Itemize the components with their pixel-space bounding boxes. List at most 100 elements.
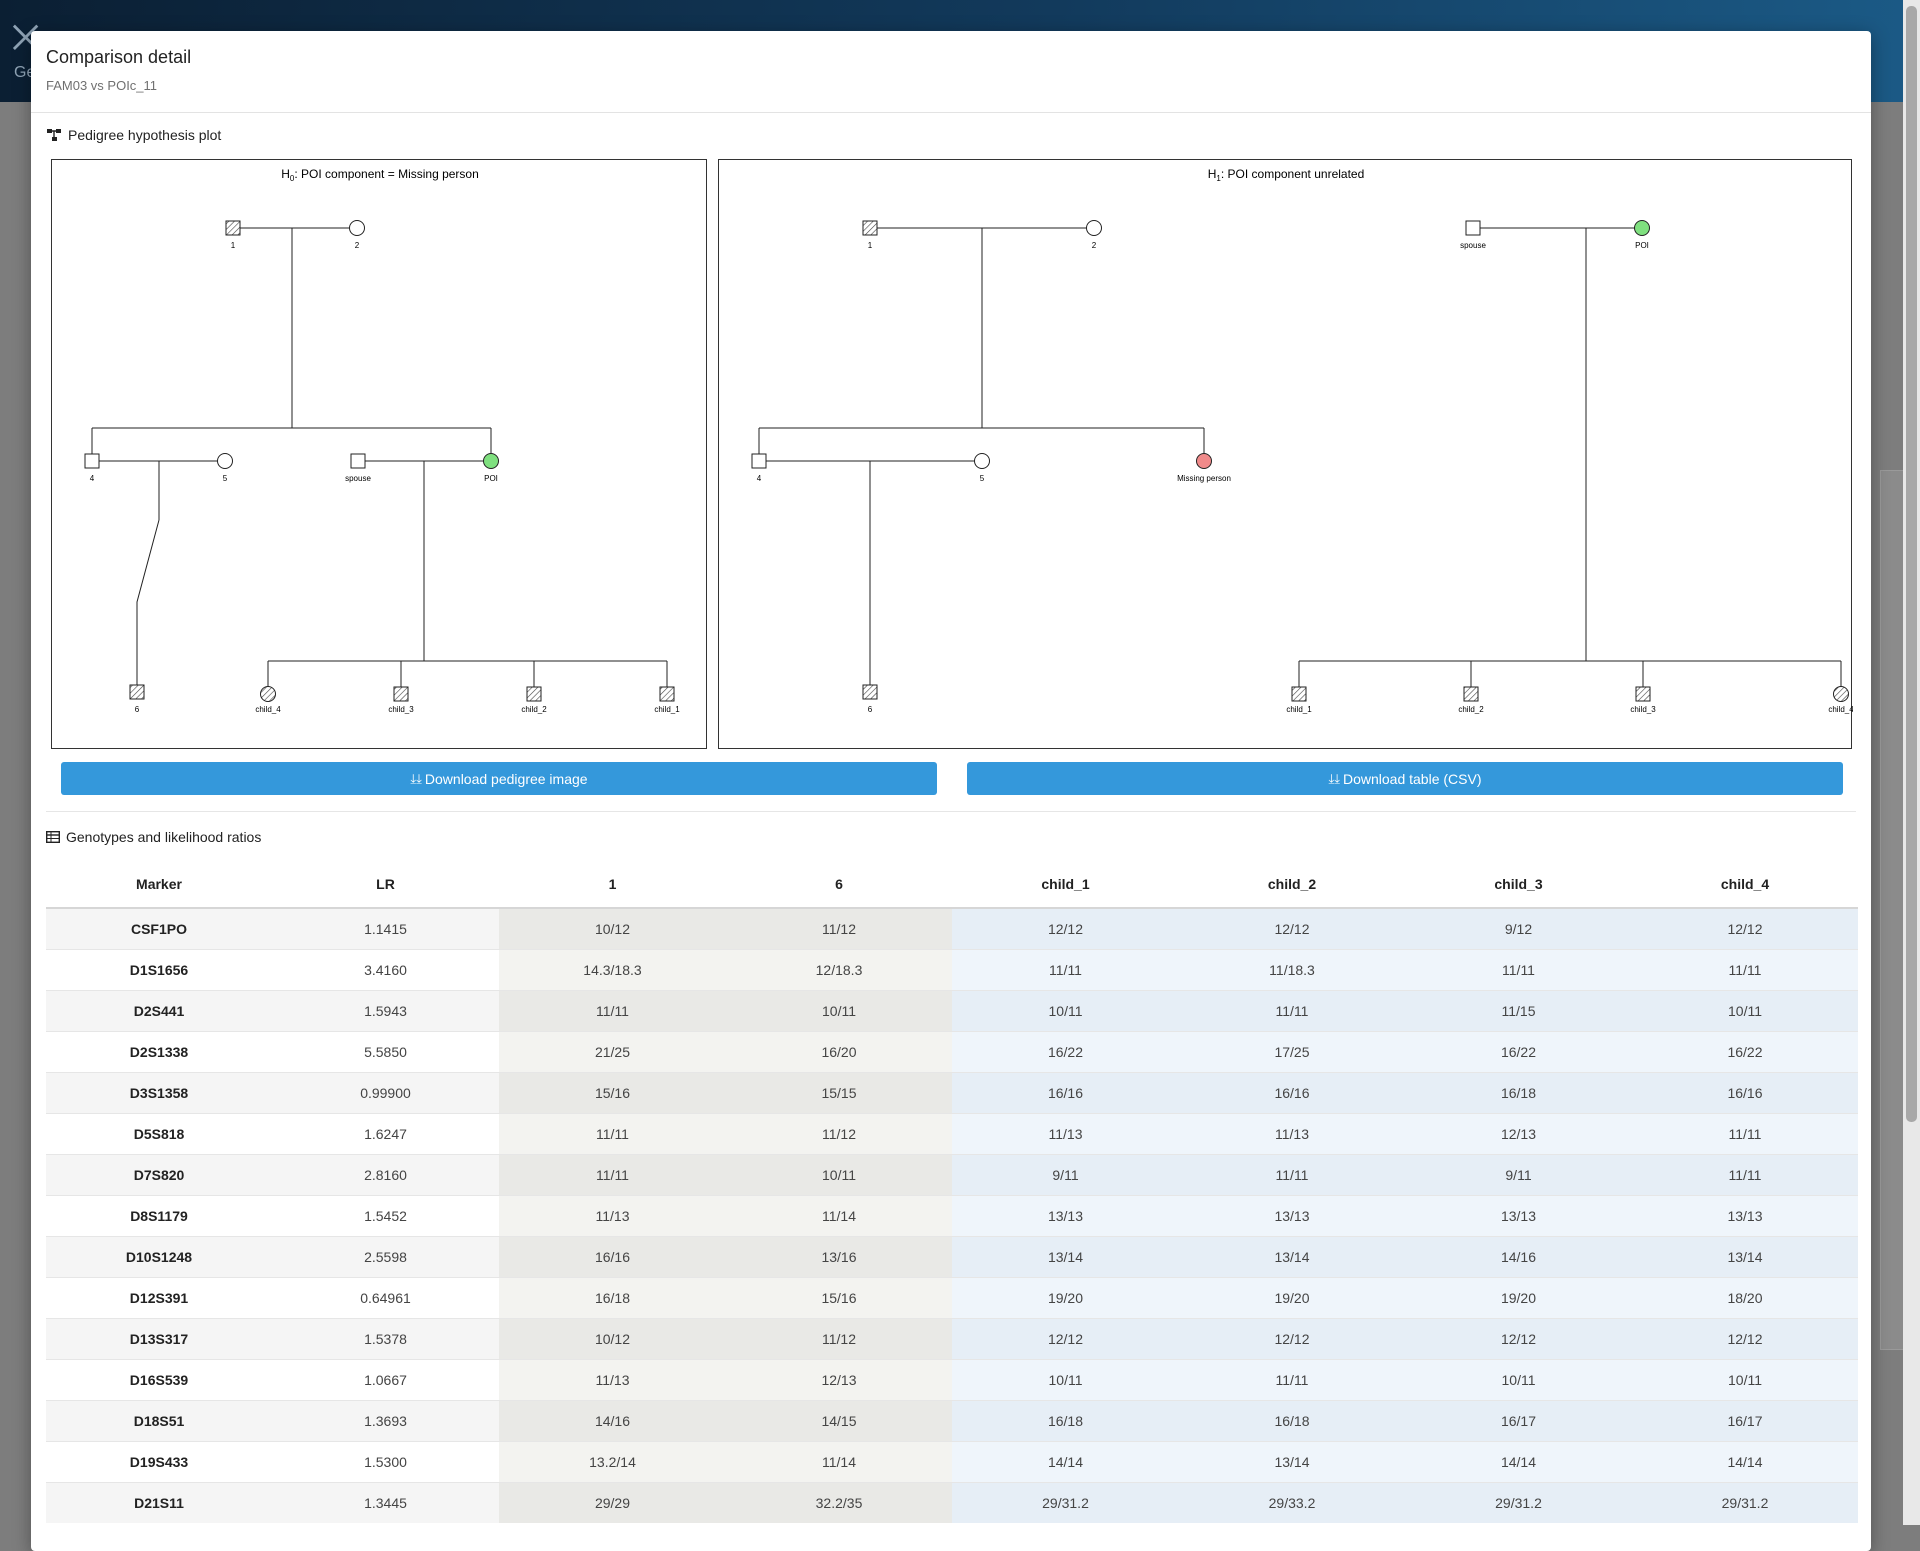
genotype-cell: 19/20 bbox=[1405, 1276, 1632, 1318]
h0-individual-child-3 bbox=[393, 686, 409, 702]
h0-label-spouse: spouse bbox=[345, 474, 371, 483]
genotype-cell: 9/11 bbox=[1405, 1153, 1632, 1195]
table-header-row: Marker LR 1 6 child_1 child_2 child_3 ch… bbox=[46, 861, 1858, 909]
genotype-cell: 19/20 bbox=[1179, 1276, 1405, 1318]
modal-header: Comparison detail FAM03 vs POIc_11 bbox=[31, 31, 1871, 113]
page-scrollbar-thumb[interactable] bbox=[1906, 6, 1917, 1122]
app-logo-text: Ge bbox=[14, 64, 36, 81]
genotype-cell: 16/16 bbox=[952, 1071, 1179, 1113]
marker-cell: D18S51 bbox=[46, 1399, 272, 1441]
h1-individual-child-3 bbox=[1635, 686, 1651, 702]
marker-cell: D7S820 bbox=[46, 1153, 272, 1195]
genotype-cell: 13/14 bbox=[1179, 1440, 1405, 1482]
table-row: D12S391 0.64961 16/18 15/16 19/20 19/20 19/20 1… bbox=[46, 1276, 1858, 1318]
marker-cell: D1S1656 bbox=[46, 948, 272, 990]
genotype-cell: 11/13 bbox=[1179, 1112, 1405, 1154]
h0-label-child-3: child_3 bbox=[388, 705, 414, 714]
marker-cell: D19S433 bbox=[46, 1440, 272, 1482]
column-header[interactable]: Marker bbox=[46, 861, 272, 909]
genotype-cell: 12/12 bbox=[952, 907, 1179, 949]
genotype-cell: 10/11 bbox=[726, 1153, 952, 1195]
genotype-table-body: CSF1PO 1.1415 10/12 11/12 12/12 12/12 9/12 12/1… bbox=[46, 907, 1858, 1523]
genotype-cell: 29/31.2 bbox=[1405, 1481, 1632, 1523]
genotype-cell: 16/16 bbox=[1632, 1071, 1858, 1113]
genotype-cell: 10/11 bbox=[952, 989, 1179, 1031]
table-row: D2S1338 5.5850 21/25 16/20 16/22 17/25 16/22 16… bbox=[46, 1030, 1858, 1072]
genotype-cell: 11/11 bbox=[1632, 1153, 1858, 1195]
genotype-cell: 15/16 bbox=[499, 1071, 726, 1113]
genotype-cell: 16/17 bbox=[1405, 1399, 1632, 1441]
column-header[interactable]: child_1 bbox=[952, 861, 1179, 909]
marker-cell: D21S11 bbox=[46, 1481, 272, 1523]
lr-cell: 2.5598 bbox=[272, 1235, 499, 1277]
pedigree-icon bbox=[47, 129, 61, 141]
modal-title: Comparison detail bbox=[46, 47, 192, 67]
genotype-cell: 29/29 bbox=[499, 1481, 726, 1523]
genotype-cell: 13/13 bbox=[952, 1194, 1179, 1236]
marker-cell: D3S1358 bbox=[46, 1071, 272, 1113]
lr-cell: 1.0667 bbox=[272, 1358, 499, 1400]
h1-label-child-1: child_1 bbox=[1286, 705, 1312, 714]
download-table-csv-button[interactable]: ⤓⤓ Download table (CSV) bbox=[967, 762, 1843, 795]
h1-individual-6 bbox=[862, 684, 878, 700]
genotype-cell: 10/11 bbox=[726, 989, 952, 1031]
background-panel bbox=[1880, 470, 1904, 1350]
h1-individual-spouse bbox=[1465, 220, 1481, 236]
h1-label-child-3: child_3 bbox=[1630, 705, 1656, 714]
genotype-cell: 15/16 bbox=[726, 1276, 952, 1318]
table-section-label: Genotypes and likelihood ratios bbox=[66, 829, 262, 845]
genotype-cell: 12/12 bbox=[1179, 1317, 1405, 1359]
genotype-cell: 12/12 bbox=[1405, 1317, 1632, 1359]
h0-individual-child-4 bbox=[260, 686, 276, 702]
table-row: D18S51 1.3693 14/16 14/15 16/18 16/18 16/17 16/… bbox=[46, 1399, 1858, 1441]
genotype-cell: 13/14 bbox=[1179, 1235, 1405, 1277]
section-divider bbox=[46, 811, 1856, 812]
genotype-cell: 29/31.2 bbox=[1632, 1481, 1858, 1523]
h1-individual-5 bbox=[974, 453, 990, 469]
h0-label-6: 6 bbox=[135, 705, 140, 714]
genotype-cell: 13.2/14 bbox=[499, 1440, 726, 1482]
genotype-cell: 10/11 bbox=[1405, 1358, 1632, 1400]
download-pedigree-image-label: Download pedigree image bbox=[424, 770, 588, 787]
table-section-title: Genotypes and likelihood ratios bbox=[46, 829, 261, 845]
marker-cell: D5S818 bbox=[46, 1112, 272, 1154]
marker-cell: D16S539 bbox=[46, 1358, 272, 1400]
genotype-cell: 13/14 bbox=[1632, 1235, 1858, 1277]
genotype-cell: 12/13 bbox=[1405, 1112, 1632, 1154]
download-icon: ⤓⤓ bbox=[1328, 771, 1340, 786]
genotype-cell: 10/12 bbox=[499, 907, 726, 949]
column-header[interactable]: child_3 bbox=[1405, 861, 1632, 909]
genotype-cell: 21/25 bbox=[499, 1030, 726, 1072]
marker-cell: CSF1PO bbox=[46, 907, 272, 949]
genotype-cell: 13/13 bbox=[1405, 1194, 1632, 1236]
table-row: D8S1179 1.5452 11/13 11/14 13/13 13/13 13/13 13… bbox=[46, 1194, 1858, 1236]
genotype-cell: 11/12 bbox=[726, 907, 952, 949]
column-header[interactable]: child_4 bbox=[1632, 861, 1858, 909]
genotype-cell: 11/11 bbox=[1405, 948, 1632, 990]
table-row: D16S539 1.0667 11/13 12/13 10/11 11/11 10/11 10… bbox=[46, 1358, 1858, 1400]
column-header[interactable]: LR bbox=[272, 861, 499, 909]
lr-cell: 1.5378 bbox=[272, 1317, 499, 1359]
marker-cell: D13S317 bbox=[46, 1317, 272, 1359]
genotype-cell: 11/15 bbox=[1405, 989, 1632, 1031]
column-header[interactable]: 6 bbox=[726, 861, 952, 909]
download-pedigree-image-button[interactable]: ⤓⤓ Download pedigree image bbox=[61, 762, 937, 795]
table-row: D13S317 1.5378 10/12 11/12 12/12 12/12 12/12 12… bbox=[46, 1317, 1858, 1359]
h1-individual-child-4 bbox=[1833, 686, 1849, 702]
marker-cell: D10S1248 bbox=[46, 1235, 272, 1277]
h0-pedigree-lines bbox=[91, 227, 668, 687]
h1-pedigree-svg: H1: POI component unrelated 1 2 bbox=[751, 167, 1853, 714]
column-header[interactable]: 1 bbox=[499, 861, 726, 909]
page-scrollbar[interactable] bbox=[1903, 0, 1920, 1525]
h1-label-6: 6 bbox=[868, 705, 873, 714]
genotype-cell: 11/11 bbox=[952, 948, 1179, 990]
genotype-cell: 10/12 bbox=[499, 1317, 726, 1359]
lr-cell: 5.5850 bbox=[272, 1030, 499, 1072]
h0-pedigree-svg: H0: POI component = Missing person bbox=[84, 167, 680, 714]
genotype-cell: 13/14 bbox=[952, 1235, 1179, 1277]
column-header[interactable]: child_2 bbox=[1179, 861, 1405, 909]
genotype-cell: 14.3/18.3 bbox=[499, 948, 726, 990]
download-icon: ⤓⤓ bbox=[410, 771, 422, 786]
table-row: D5S818 1.6247 11/11 11/12 11/13 11/13 12/13 11/… bbox=[46, 1112, 1858, 1154]
genotype-cell: 15/15 bbox=[726, 1071, 952, 1113]
